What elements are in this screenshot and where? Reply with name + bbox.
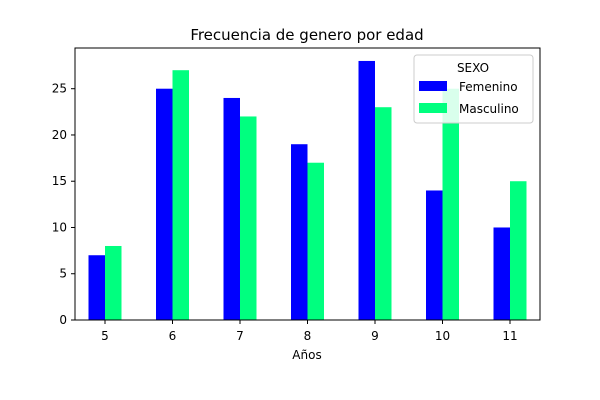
legend-label-femenino: Femenino <box>459 80 518 94</box>
y-tick-label-0: 0 <box>59 313 67 327</box>
x-axis: 5 6 7 8 9 10 11 <box>101 320 518 343</box>
bars-group <box>88 60 527 321</box>
bar-femenino-10 <box>426 190 443 320</box>
legend-title: SEXO <box>457 61 489 75</box>
x-tick-label-5: 5 <box>101 329 109 343</box>
y-tick-label-25: 25 <box>52 82 67 96</box>
bar-femenino-6 <box>156 88 173 320</box>
x-tick-label-11: 11 <box>502 329 517 343</box>
legend-swatch-femenino <box>419 81 447 91</box>
legend-label-masculino: Masculino <box>459 102 519 116</box>
x-axis-label: Años <box>292 348 321 362</box>
x-tick-label-10: 10 <box>435 329 450 343</box>
y-tick-label-20: 20 <box>52 128 67 142</box>
x-tick-label-7: 7 <box>236 329 244 343</box>
bar-femenino-5 <box>88 255 105 320</box>
bar-masculino-8 <box>307 162 324 320</box>
bar-masculino-11 <box>510 181 527 320</box>
x-tick-label-6: 6 <box>169 329 177 343</box>
chart-title: Frecuencia de genero por edad <box>190 26 423 44</box>
bar-femenino-7 <box>223 97 240 320</box>
bar-masculino-5 <box>105 245 122 320</box>
x-tick-label-8: 8 <box>304 329 312 343</box>
bar-masculino-7 <box>240 116 257 320</box>
legend: SEXO Femenino Masculino <box>413 54 534 124</box>
y-tick-label-15: 15 <box>52 174 67 188</box>
y-tick-label-5: 5 <box>59 267 67 281</box>
plot-frame <box>74 47 541 321</box>
x-tick-label-9: 9 <box>371 329 379 343</box>
y-axis: 0 5 10 15 20 25 <box>52 82 75 327</box>
bar-masculino-6 <box>172 70 189 321</box>
bar-femenino-11 <box>493 227 510 320</box>
bar-femenino-9 <box>358 60 375 320</box>
bar-masculino-9 <box>375 107 392 321</box>
bar-femenino-8 <box>291 144 308 320</box>
y-tick-label-10: 10 <box>52 220 67 234</box>
bar-masculino-10 <box>442 88 459 320</box>
legend-swatch-masculino <box>419 103 447 113</box>
